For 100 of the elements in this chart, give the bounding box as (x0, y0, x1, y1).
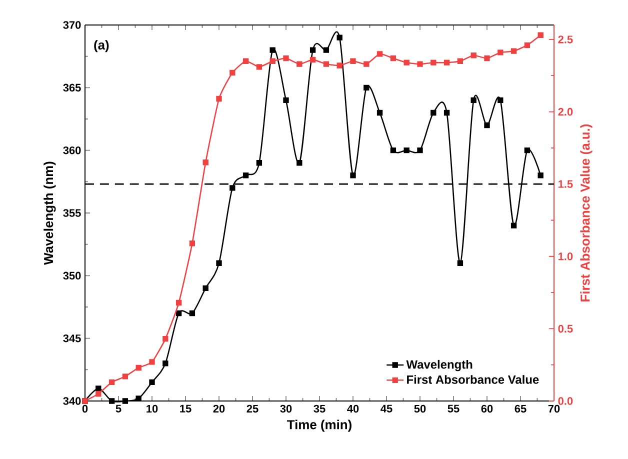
point (524, 42, 530, 48)
point (444, 60, 450, 66)
y-tick-label: 345 (63, 334, 81, 342)
point (350, 172, 356, 178)
point (283, 55, 289, 62)
point (216, 96, 222, 102)
x-tick-label: 65 (514, 404, 526, 413)
x-tick-label: 70 (548, 404, 560, 413)
point (404, 147, 410, 154)
point (202, 285, 208, 292)
point (310, 47, 316, 53)
x-tick-label: 20 (213, 404, 225, 413)
point (310, 56, 316, 63)
point (216, 260, 222, 266)
y2-tick-label: 2.0 (558, 108, 573, 116)
point (296, 61, 302, 67)
point (336, 34, 342, 40)
point (417, 147, 423, 154)
y2-axis-title: First Absorbance Value (a.u.) (580, 124, 592, 302)
legend-label: Wavelength (406, 360, 472, 372)
point (470, 97, 476, 104)
point (538, 172, 544, 178)
x-tick-label: 45 (380, 404, 392, 412)
x-axis-title: Time (min) (287, 420, 352, 432)
point (162, 336, 168, 342)
y2-tick-label: 1.0 (558, 252, 573, 260)
point (510, 48, 517, 54)
x-tick-label: 50 (414, 404, 426, 413)
point (283, 97, 289, 104)
y-tick-label: 365 (63, 84, 81, 92)
point (242, 58, 249, 64)
point (242, 172, 249, 178)
y2-tick-label: 0.0 (558, 397, 573, 405)
point (457, 58, 464, 64)
point (457, 260, 464, 266)
point (510, 222, 517, 228)
x-tick-label: 35 (314, 404, 326, 413)
y-tick-label: 355 (63, 209, 81, 217)
point (350, 58, 356, 64)
point (323, 47, 330, 53)
point (108, 379, 115, 386)
point (122, 398, 128, 404)
x-tick-label: 30 (280, 404, 292, 413)
y2-tick-label: 1.5 (558, 180, 573, 188)
point (417, 61, 423, 67)
annotation: (a) (94, 40, 109, 52)
point (484, 55, 490, 62)
point (122, 374, 128, 380)
point (538, 32, 544, 38)
point (364, 61, 370, 67)
x-tick-label: 10 (146, 404, 158, 413)
point (149, 379, 155, 386)
x-tick-label: 5 (116, 404, 122, 412)
point (202, 160, 208, 166)
y-tick-label: 360 (63, 146, 81, 154)
point (189, 310, 196, 316)
point (189, 240, 196, 246)
x-tick-label: 0 (82, 404, 88, 413)
point (176, 310, 182, 316)
point (336, 62, 342, 68)
point (108, 398, 115, 404)
point (376, 51, 383, 57)
y2-tick-label: 0.5 (558, 324, 573, 333)
point (524, 147, 530, 154)
point (390, 147, 396, 154)
point (230, 70, 236, 76)
point (364, 84, 370, 91)
point (390, 55, 396, 62)
point (444, 110, 450, 116)
y2-tick-label: 2.5 (558, 36, 573, 44)
point (96, 390, 102, 397)
point (498, 97, 504, 104)
point (176, 300, 182, 306)
y-tick-label: 350 (63, 272, 81, 280)
x-tick-label: 40 (347, 404, 359, 413)
legend-label: First Absorbance Value (407, 375, 539, 384)
point (376, 110, 383, 116)
x-tick-label: 25 (246, 404, 258, 413)
point (296, 160, 302, 166)
point (323, 61, 330, 67)
y-tick-label: 370 (63, 21, 81, 29)
point (136, 364, 142, 371)
point (498, 50, 504, 56)
point (270, 58, 276, 64)
y-tick-label: 340 (63, 397, 81, 405)
point (430, 60, 436, 66)
point (162, 360, 168, 366)
point (270, 47, 276, 53)
point (149, 359, 155, 365)
point (430, 110, 436, 116)
x-tick-label: 60 (481, 404, 493, 413)
point (256, 64, 262, 70)
point (470, 52, 476, 58)
point (96, 386, 102, 392)
x-tick-label: 55 (448, 404, 460, 412)
point (230, 185, 236, 191)
x-tick-label: 15 (180, 404, 192, 412)
point (484, 122, 490, 128)
y-axis-title: Wavelength (nm) (44, 162, 56, 265)
point (256, 160, 262, 166)
